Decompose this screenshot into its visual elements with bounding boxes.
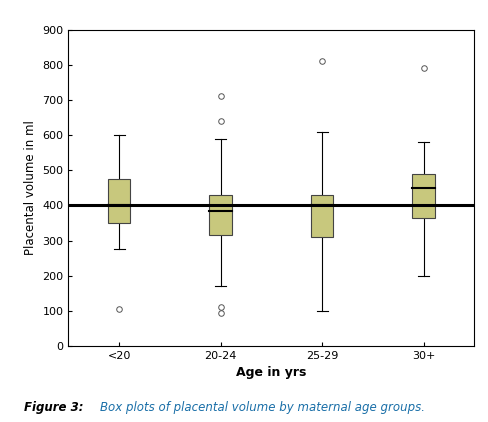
Bar (310, 195, 333, 237)
Text: Figure 3:: Figure 3: (24, 400, 84, 414)
X-axis label: Age in yrs: Age in yrs (236, 366, 306, 379)
Y-axis label: Placental volume in ml: Placental volume in ml (24, 120, 37, 255)
Text: Box plots of placental volume by maternal age groups.: Box plots of placental volume by materna… (100, 400, 425, 414)
Bar (411, 174, 434, 218)
Bar (209, 195, 231, 235)
Bar (108, 179, 130, 223)
